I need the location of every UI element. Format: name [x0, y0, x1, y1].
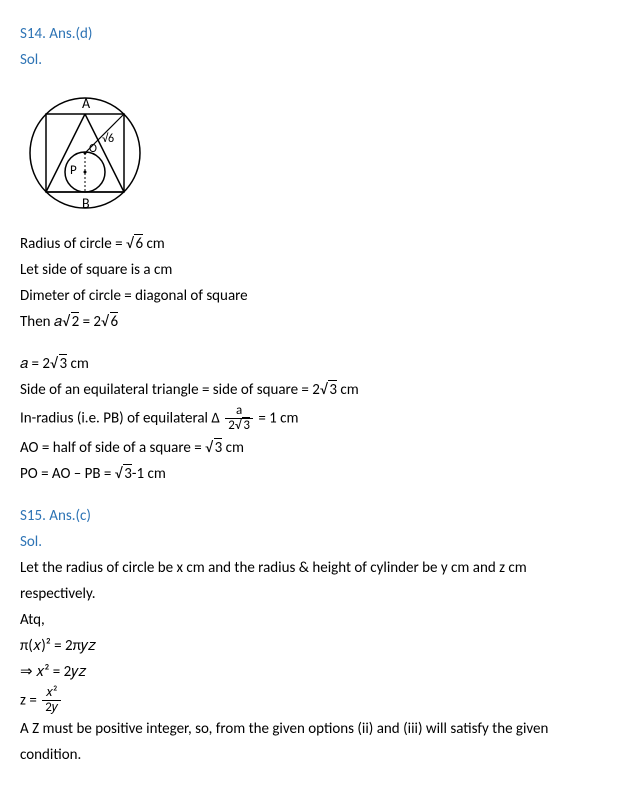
- s14-l2: Let side of square is a cm: [20, 258, 598, 282]
- sqrt-value: 6: [134, 234, 143, 253]
- text: Radius of circle =: [20, 235, 126, 253]
- text: Then 𝑎: [20, 313, 62, 331]
- sqrt-value: 3: [59, 354, 68, 373]
- s15-l6: z = 𝑥²2𝑦: [20, 686, 598, 716]
- s14-l7: In-radius (i.e. PB) of equilateral ∆ a23…: [20, 404, 598, 434]
- fraction: a23: [225, 404, 253, 434]
- text: cm: [143, 235, 165, 253]
- s15-l4: π(𝑥)² = 2π𝑦𝑧: [20, 634, 598, 658]
- diagram-label-a: A: [82, 95, 91, 112]
- s14-diagram: A B O P √6: [20, 78, 160, 218]
- sqrt-value: 3: [328, 380, 337, 399]
- s14-l9: PO = AO – PB = 3-1 cm: [20, 462, 598, 486]
- sqrt-value: 3: [123, 464, 132, 483]
- diagram-label-o: O: [89, 142, 97, 156]
- s14-l6: Side of an equilateral triangle = side o…: [20, 378, 598, 402]
- text: cm: [222, 439, 244, 457]
- radical-icon: [115, 465, 122, 483]
- text: In-radius (i.e. PB) of equilateral ∆: [20, 409, 223, 427]
- text: Side of an equilateral triangle = side o…: [20, 381, 320, 399]
- s14-sol-label: Sol.: [20, 48, 598, 72]
- sqrt-value: 3: [214, 438, 223, 457]
- s15-l8: condition.: [20, 743, 598, 767]
- radical-icon: [101, 313, 108, 331]
- s15-l5: ⇒ 𝑥² = 2𝑦𝑧: [20, 660, 598, 684]
- text: AO = half of side of a square =: [20, 439, 205, 457]
- radical-icon: [50, 355, 57, 373]
- denominator: 2𝑦: [42, 701, 61, 715]
- sqrt-value: 6: [110, 312, 119, 331]
- s14-header: S14. Ans.(d): [20, 22, 598, 46]
- text: = 1 cm: [255, 409, 299, 427]
- s15-l2: respectively.: [20, 582, 598, 606]
- radical-icon: [205, 439, 212, 457]
- s14-l1: Radius of circle = 6 cm: [20, 232, 598, 256]
- fraction: 𝑥²2𝑦: [42, 686, 61, 716]
- text: 𝑎 = 2: [20, 355, 50, 373]
- s14-l3: Dimeter of circle = diagonal of square: [20, 284, 598, 308]
- diagram-label-p: P: [70, 163, 77, 178]
- diagram-label-b: B: [82, 195, 90, 212]
- sqrt-value: 2: [71, 312, 80, 331]
- s15-l7: A Z must be positive integer, so, from t…: [20, 717, 598, 741]
- text: cm: [67, 355, 89, 373]
- s15-l3: Atq,: [20, 608, 598, 632]
- text: z =: [20, 691, 40, 709]
- s15-header: S15. Ans.(c): [20, 504, 598, 528]
- radical-icon: [62, 313, 69, 331]
- s15-sol-label: Sol.: [20, 530, 598, 554]
- radical-icon: [320, 381, 327, 399]
- numerator: 𝑥²: [42, 686, 61, 701]
- s14-l5: 𝑎 = 2 3 cm: [20, 352, 598, 376]
- denominator: 23: [225, 419, 253, 433]
- text: = 2: [79, 313, 101, 331]
- s15-l1: Let the radius of circle be x cm and the…: [20, 556, 598, 580]
- radical-icon: [126, 235, 133, 253]
- diagram-label-root6: √6: [102, 132, 114, 146]
- text: cm: [337, 381, 359, 399]
- s14-l4: Then 𝑎 2 = 2 6: [20, 310, 598, 334]
- text: PO = AO – PB =: [20, 465, 115, 483]
- text: -1 cm: [132, 465, 166, 483]
- s14-l8: AO = half of side of a square = 3 cm: [20, 436, 598, 460]
